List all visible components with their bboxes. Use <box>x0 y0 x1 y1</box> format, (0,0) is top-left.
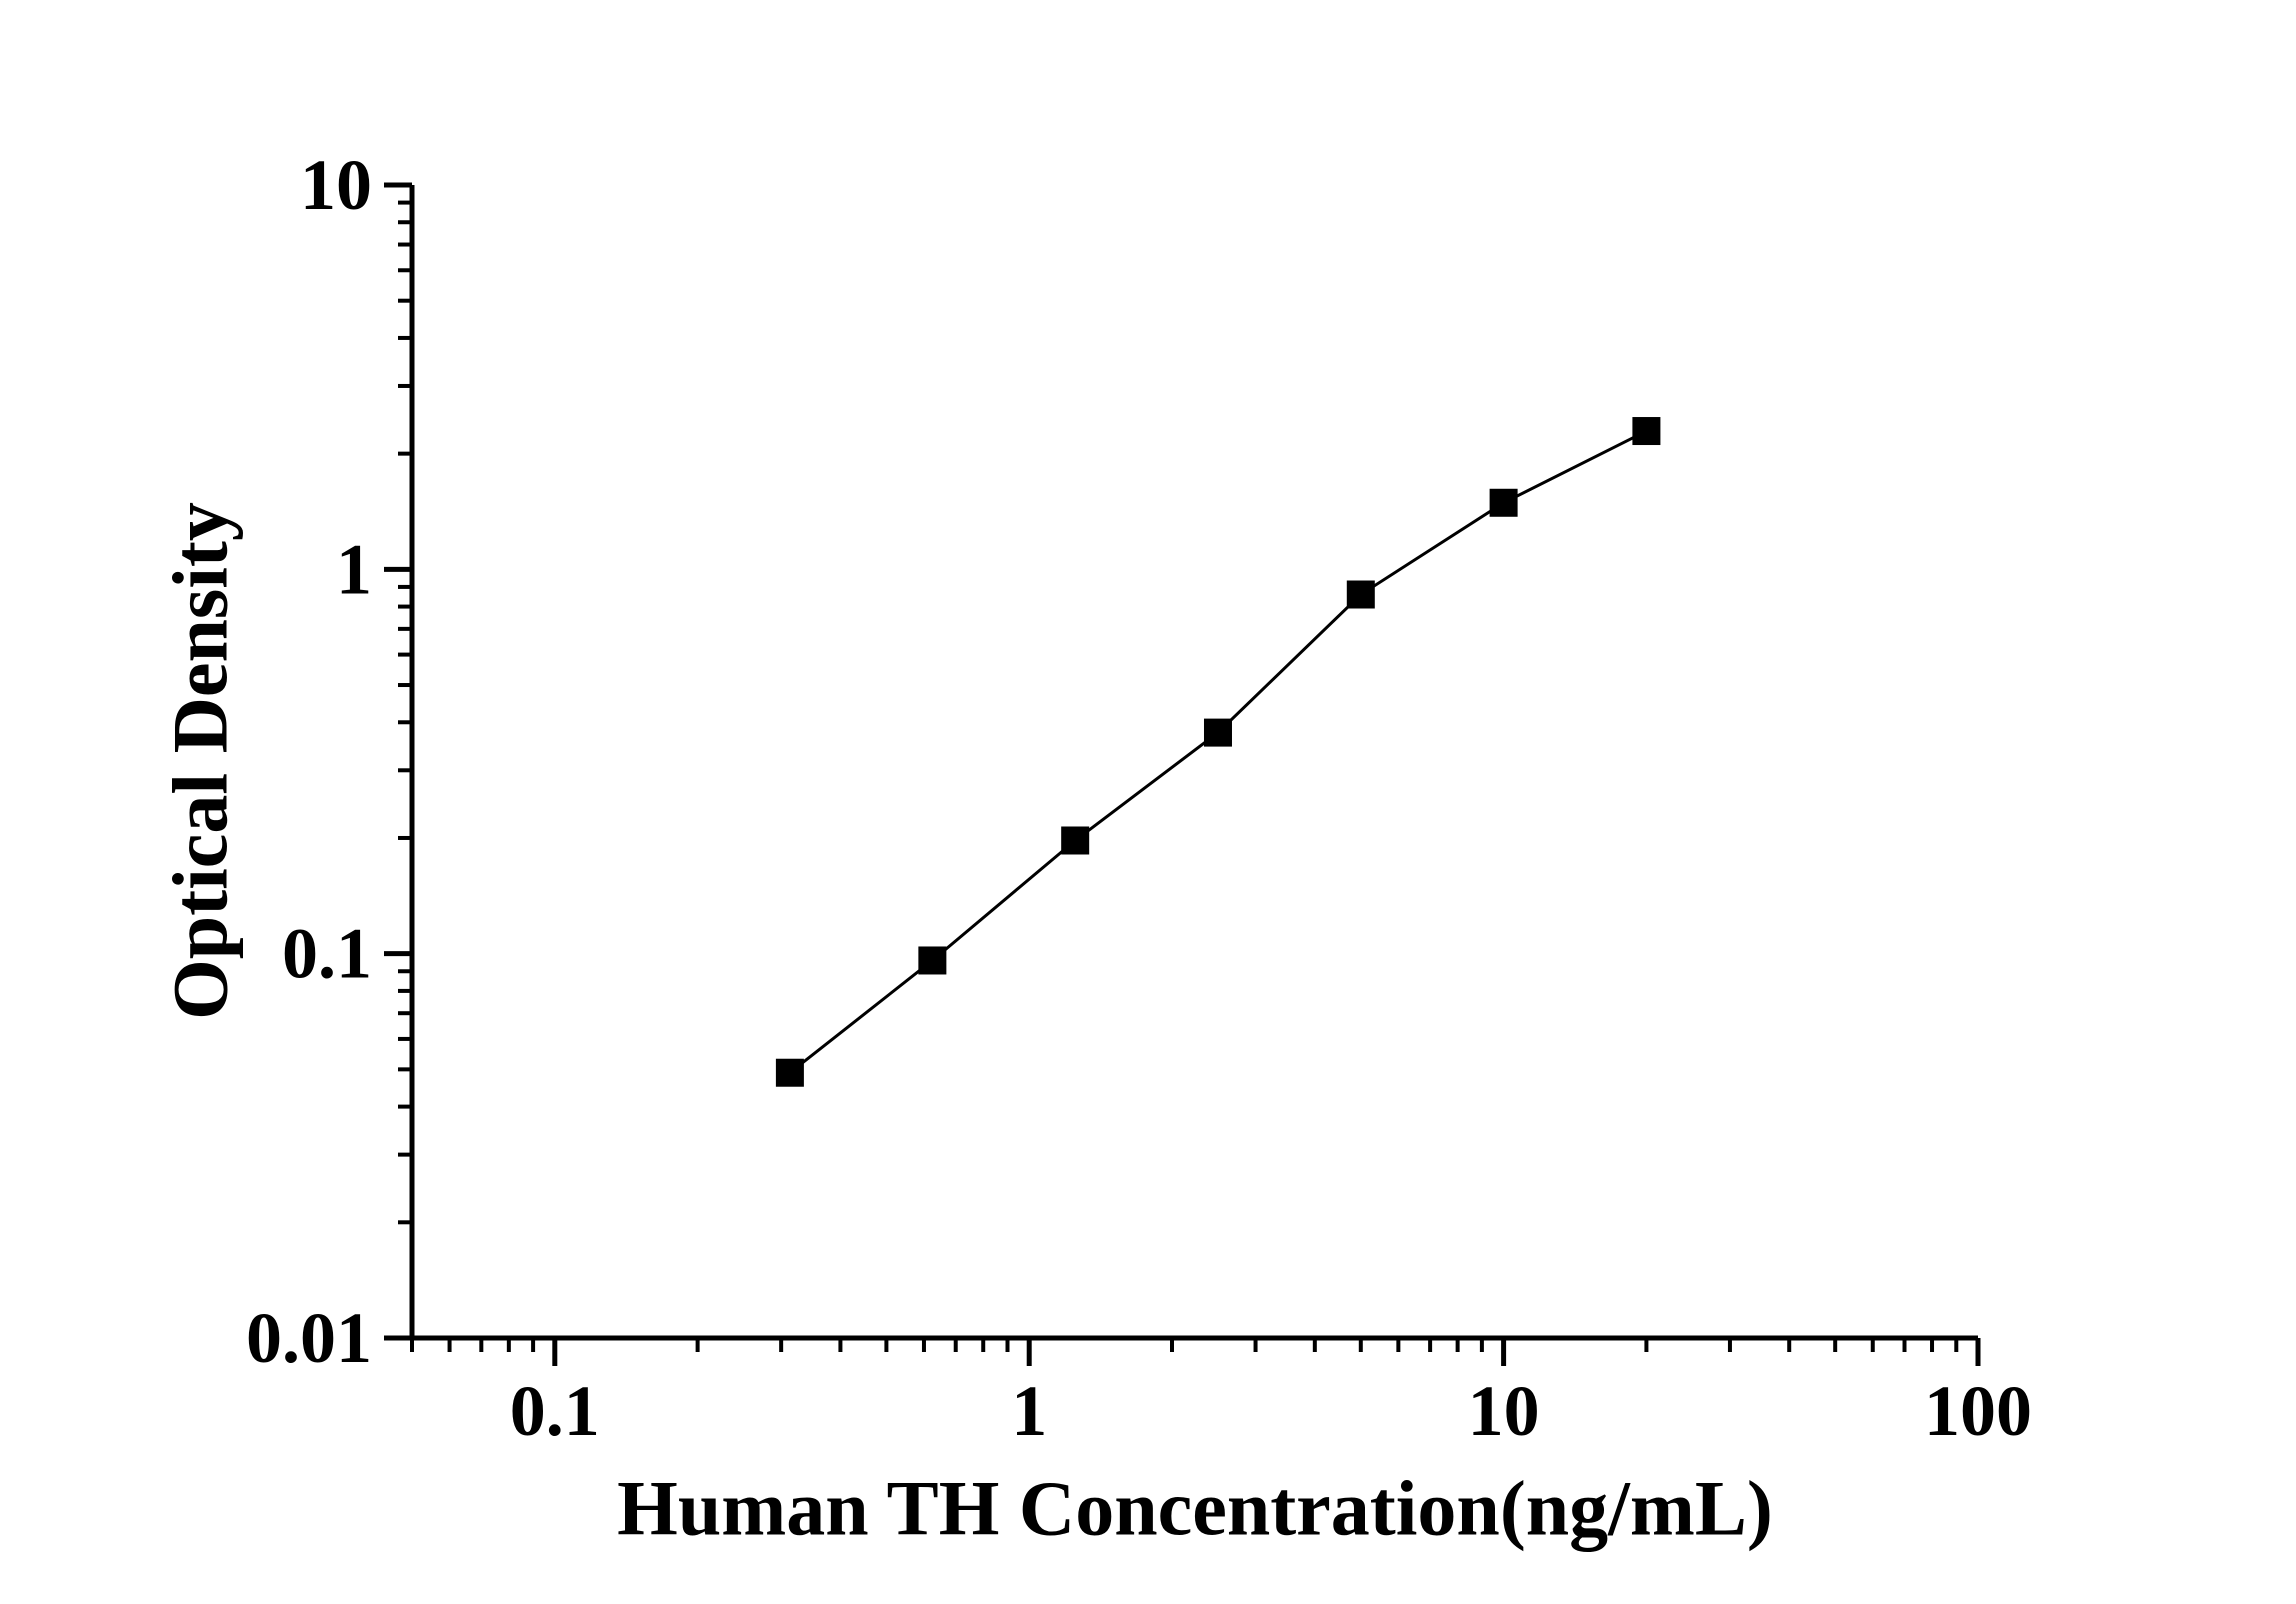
x-tick-label: 10 <box>1468 1371 1540 1451</box>
y-tick-label: 0.01 <box>246 1298 372 1378</box>
data-point-marker <box>775 1058 804 1087</box>
data-point-marker <box>1489 488 1518 517</box>
data-point-marker <box>1346 580 1375 609</box>
plot-area: 0.1 1 10 100 0.01 0.1 1 10 <box>246 145 2032 1451</box>
y-tick-label: 1 <box>336 529 372 609</box>
series-line <box>788 429 1648 1074</box>
x-tick-label: 100 <box>1924 1371 2032 1451</box>
x-axis-title: Human TH Concentration(ng/mL) <box>617 1465 1773 1552</box>
data-point-marker <box>918 946 947 975</box>
data-point-marker <box>1061 826 1090 855</box>
data-point-marker <box>1203 718 1232 747</box>
y-tick-label: 10 <box>300 145 372 225</box>
y-tick-label: 0.1 <box>282 914 372 994</box>
x-tick-label: 0.1 <box>510 1371 600 1451</box>
y-axis-title: Optical Density <box>157 502 244 1020</box>
data-point-marker <box>1632 417 1661 446</box>
axis-spines <box>409 185 1978 1341</box>
x-tick-label: 1 <box>1011 1371 1047 1451</box>
